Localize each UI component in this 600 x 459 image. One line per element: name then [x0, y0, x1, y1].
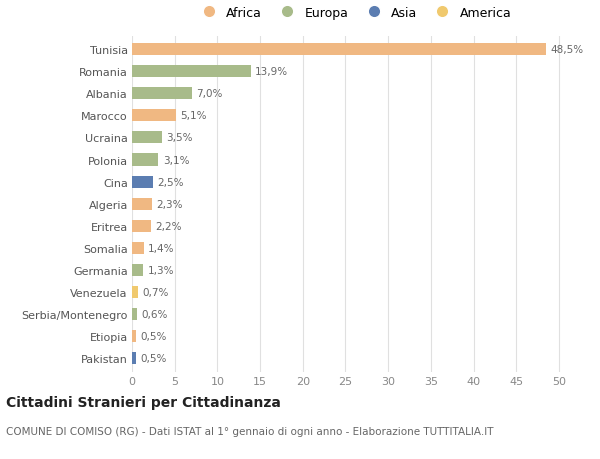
Text: 1,3%: 1,3%: [148, 265, 174, 275]
Text: 5,1%: 5,1%: [180, 111, 206, 121]
Text: 48,5%: 48,5%: [550, 45, 584, 55]
Legend: Africa, Europa, Asia, America: Africa, Europa, Asia, America: [193, 3, 515, 23]
Text: 0,5%: 0,5%: [140, 353, 167, 364]
Text: 1,4%: 1,4%: [148, 243, 175, 253]
Bar: [132, 198, 152, 210]
Text: 3,5%: 3,5%: [166, 133, 193, 143]
Text: 7,0%: 7,0%: [196, 89, 223, 99]
Bar: [132, 242, 144, 254]
Text: COMUNE DI COMISO (RG) - Dati ISTAT al 1° gennaio di ogni anno - Elaborazione TUT: COMUNE DI COMISO (RG) - Dati ISTAT al 1°…: [6, 426, 493, 436]
Bar: [132, 154, 158, 166]
Bar: [132, 220, 151, 232]
Text: 0,7%: 0,7%: [142, 287, 169, 297]
Text: 3,1%: 3,1%: [163, 155, 189, 165]
Bar: [132, 330, 136, 342]
Text: 13,9%: 13,9%: [255, 67, 288, 77]
Bar: [132, 88, 192, 100]
Text: 2,5%: 2,5%: [158, 177, 184, 187]
Text: 0,6%: 0,6%: [142, 309, 168, 319]
Bar: [132, 264, 143, 276]
Text: 2,2%: 2,2%: [155, 221, 182, 231]
Bar: [132, 353, 136, 364]
Text: Cittadini Stranieri per Cittadinanza: Cittadini Stranieri per Cittadinanza: [6, 395, 281, 409]
Bar: [132, 286, 138, 298]
Text: 2,3%: 2,3%: [156, 199, 182, 209]
Bar: [132, 308, 137, 320]
Bar: [132, 132, 162, 144]
Bar: [132, 66, 251, 78]
Bar: [132, 44, 546, 56]
Bar: [132, 110, 176, 122]
Text: 0,5%: 0,5%: [140, 331, 167, 341]
Bar: [132, 176, 154, 188]
